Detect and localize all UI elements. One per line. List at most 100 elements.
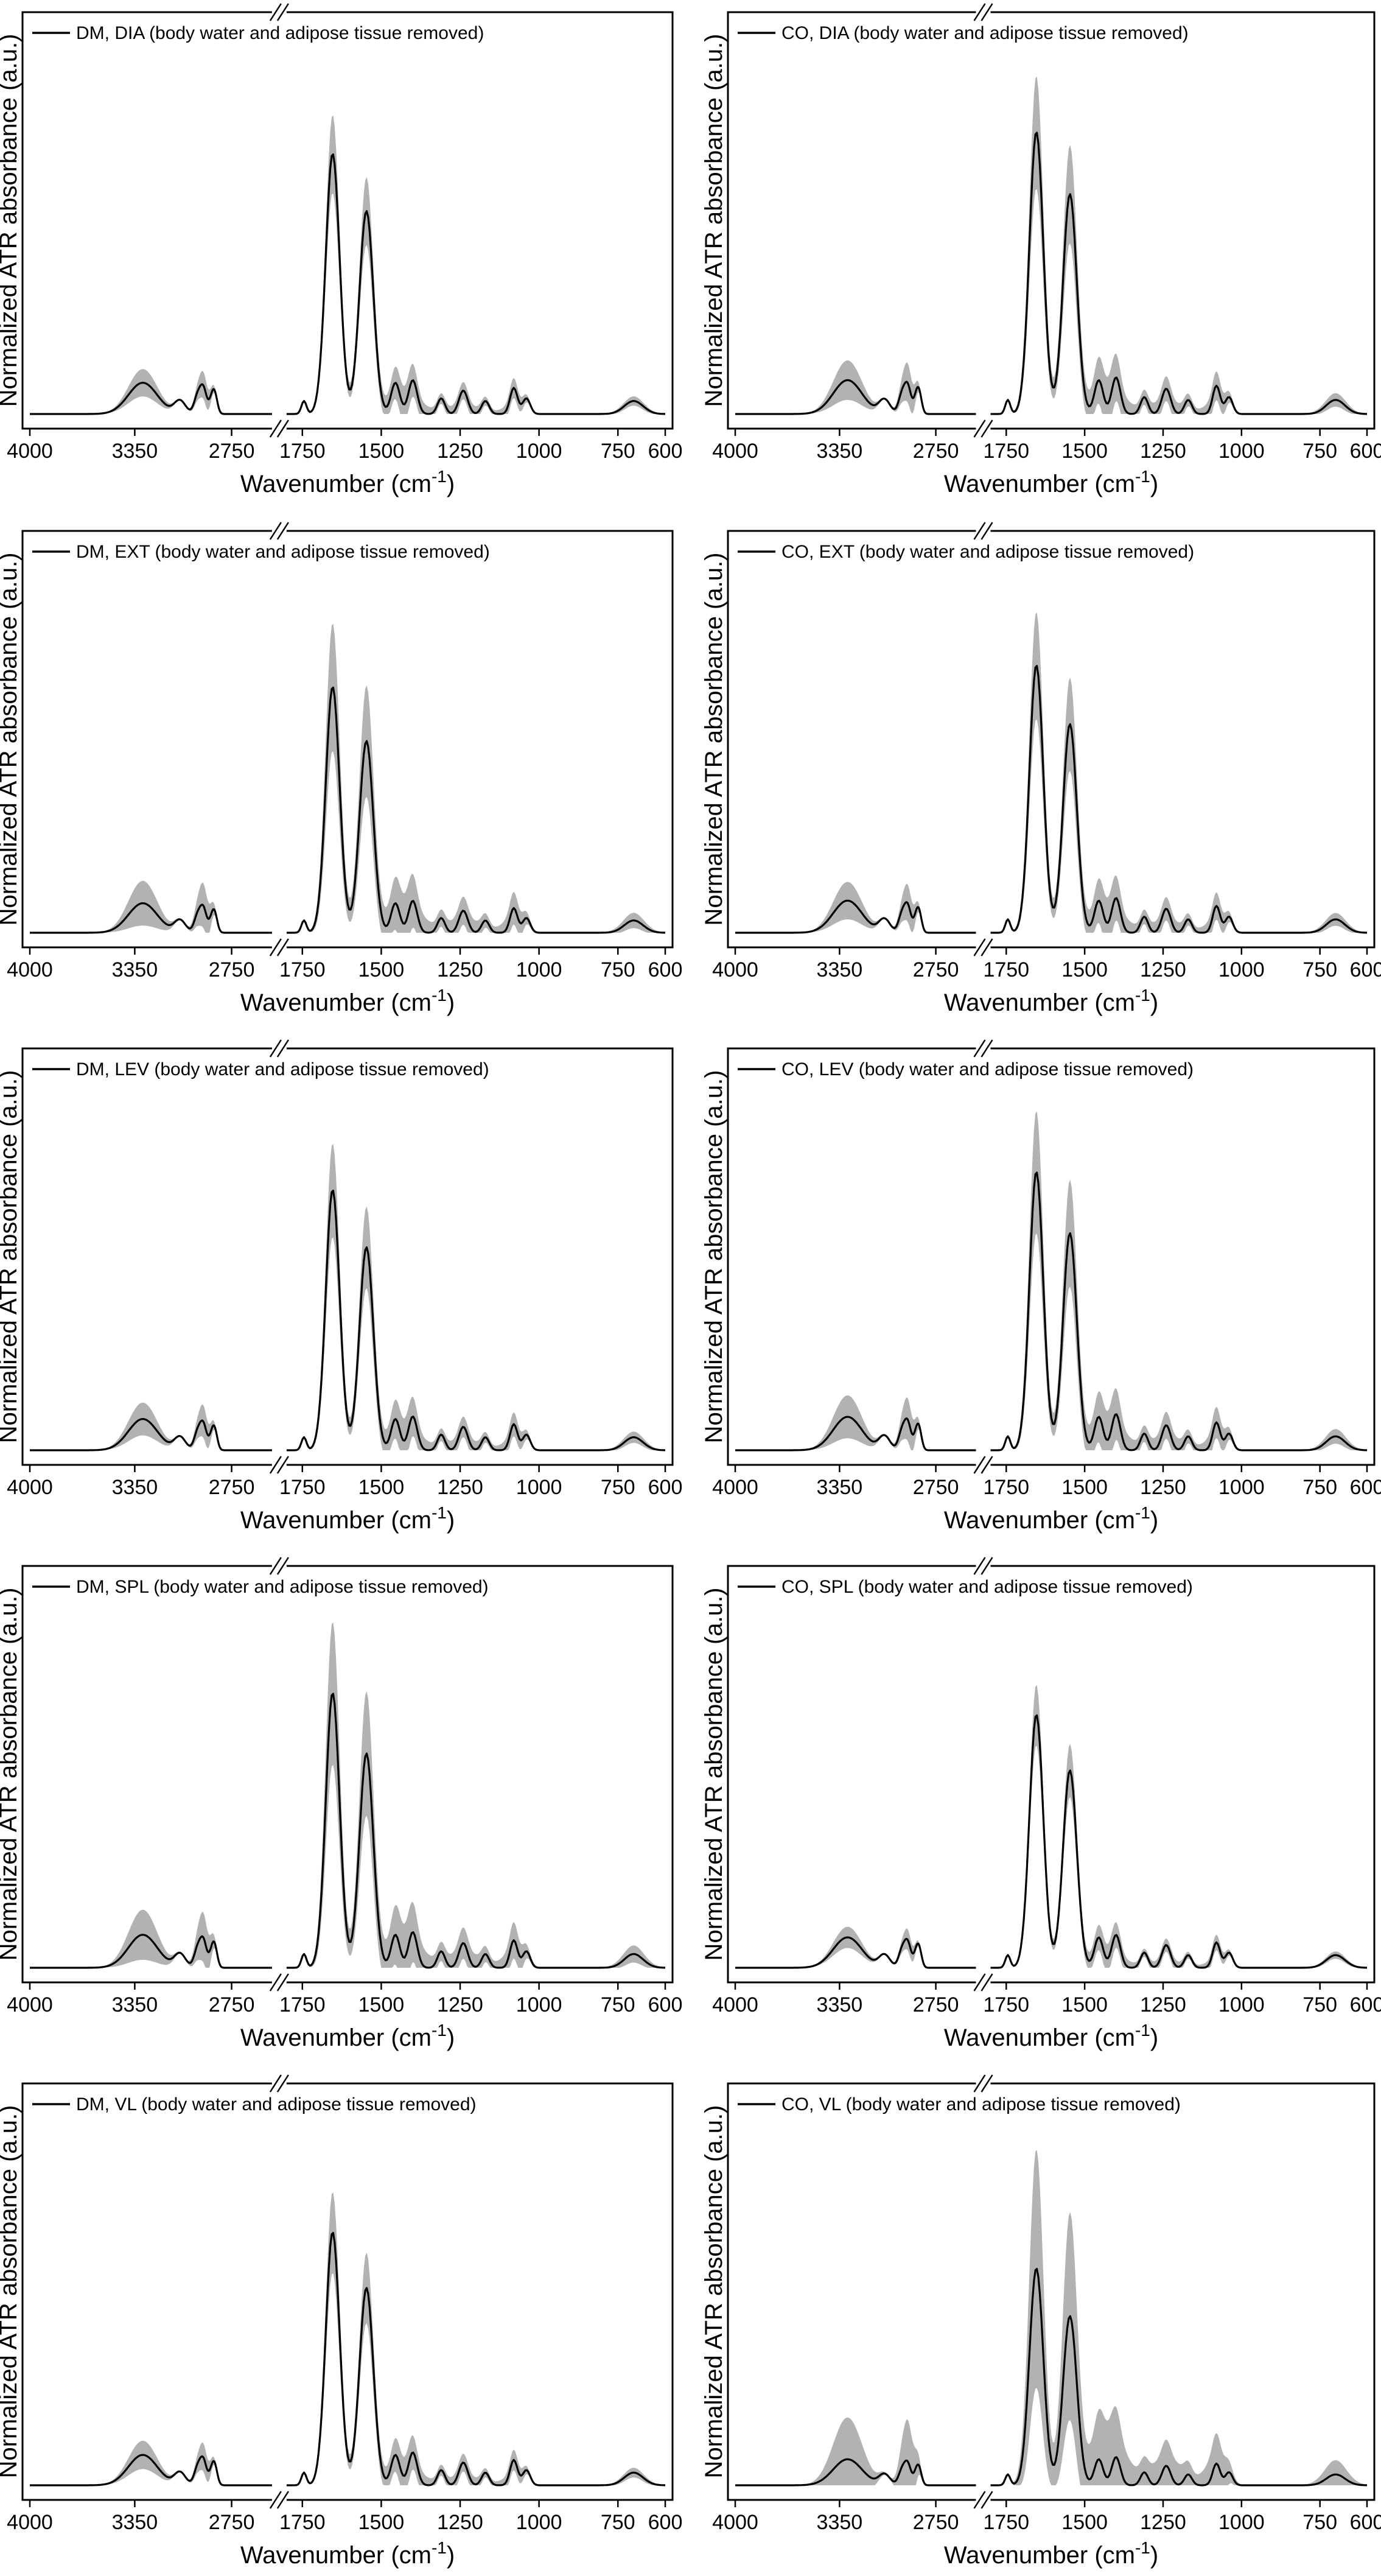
x-tick-label: 2750 bbox=[209, 1993, 255, 2016]
axis-break-gap bbox=[976, 941, 991, 953]
spectrum-panel-dm-spl: 4000 3350 2750 1750 1500 1250 1000 750 600 Wavenu… bbox=[0, 1557, 682, 2051]
x-tick-label: 3350 bbox=[817, 1476, 863, 1499]
mean-spectrum-segment-1 bbox=[735, 1416, 976, 1451]
axis-break-mark-top bbox=[269, 3, 282, 21]
mean-spectrum-segment-1 bbox=[29, 1418, 272, 1451]
x-tick-label: 1500 bbox=[358, 2511, 405, 2534]
x-tick-label: 4000 bbox=[712, 440, 758, 463]
sd-band-segment-2 bbox=[286, 1622, 665, 1968]
axis-break-mark-bottom bbox=[973, 2491, 986, 2509]
mean-spectrum-segment-1 bbox=[735, 2458, 976, 2487]
axis-break-mark-bottom bbox=[276, 1456, 289, 1474]
legend-label: DM, SPL (body water and adipose tissue r… bbox=[76, 1577, 489, 1597]
sd-band-segment-1 bbox=[735, 1926, 976, 1968]
y-axis-title: Normalized ATR absorbance (a.u.) bbox=[0, 34, 22, 407]
x-tick-label: 1000 bbox=[516, 1993, 562, 2016]
mean-spectrum-segment-1 bbox=[735, 899, 976, 934]
x-tick-label: 1000 bbox=[516, 1476, 562, 1499]
x-tick-label: 4000 bbox=[712, 1476, 758, 1499]
axis-break-gap bbox=[271, 2077, 287, 2090]
x-tick-label: 1500 bbox=[1061, 958, 1108, 981]
x-tick-label: 3350 bbox=[817, 958, 863, 981]
axis-break-mark-bottom bbox=[269, 938, 282, 956]
x-tick-label: 600 bbox=[1350, 958, 1381, 981]
x-tick-label: 1250 bbox=[437, 440, 483, 463]
x-tick-label: 750 bbox=[1302, 1476, 1337, 1499]
x-tick-label: 600 bbox=[648, 1476, 683, 1499]
legend-label: CO, EXT (body water and adipose tissue r… bbox=[781, 542, 1194, 562]
axis-break-mark-top bbox=[981, 522, 993, 540]
axis-break-mark-top bbox=[269, 2074, 282, 2093]
sd-band-segment-1 bbox=[30, 2440, 272, 2485]
y-axis-title: Normalized ATR absorbance (a.u.) bbox=[701, 553, 727, 926]
x-tick-label: 2750 bbox=[913, 958, 959, 981]
x-tick-label: 2750 bbox=[209, 958, 255, 981]
mean-spectrum-segment-2 bbox=[286, 1693, 665, 1969]
x-tick-label: 1500 bbox=[1061, 440, 1108, 463]
axis-break-mark-top bbox=[269, 1557, 282, 1575]
axis-break-mark-top bbox=[981, 3, 993, 21]
axis-break-mark-top bbox=[269, 1039, 282, 1058]
x-tick-label: 3350 bbox=[817, 440, 863, 463]
x-tick-label: 2750 bbox=[913, 440, 959, 463]
legend-label: CO, VL (body water and adipose tissue re… bbox=[781, 2094, 1181, 2114]
y-axis-title: Normalized ATR absorbance (a.u.) bbox=[0, 2105, 22, 2479]
x-tick-label: 1000 bbox=[1218, 1993, 1265, 2016]
legend-label: DM, VL (body water and adipose tissue re… bbox=[76, 2094, 477, 2114]
axis-break-mark-bottom bbox=[269, 419, 282, 438]
x-tick-label: 4000 bbox=[712, 958, 758, 981]
axis-break-mark-bottom bbox=[269, 2491, 282, 2509]
x-tick-label: 1750 bbox=[279, 1476, 326, 1499]
x-axis-title: Wavenumber (cm-1) bbox=[944, 2021, 1158, 2051]
axis-break-mark-top bbox=[276, 3, 289, 21]
x-tick-label: 1250 bbox=[1140, 2511, 1186, 2534]
x-axis-title: Wavenumber (cm-1) bbox=[944, 986, 1158, 1016]
axis-break-mark-bottom bbox=[276, 419, 289, 438]
sd-band-segment-1 bbox=[735, 360, 976, 414]
axis-break-gap bbox=[976, 1976, 991, 1988]
plot-frame bbox=[21, 1047, 674, 1466]
axis-break-mark-bottom bbox=[973, 938, 986, 956]
x-tick-label: 1750 bbox=[279, 1993, 326, 2016]
x-axis-title: Wavenumber (cm-1) bbox=[240, 1503, 455, 1534]
mean-spectrum-segment-1 bbox=[29, 382, 272, 415]
axis-break-mark-bottom bbox=[981, 1456, 993, 1474]
mean-spectrum-segment-2 bbox=[990, 132, 1367, 415]
y-axis-title: Normalized ATR absorbance (a.u.) bbox=[701, 34, 727, 407]
axis-break-mark-bottom bbox=[981, 419, 993, 438]
legend-label: DM, EXT (body water and adipose tissue r… bbox=[76, 542, 490, 562]
axis-break-mark-bottom bbox=[269, 1456, 282, 1474]
x-tick-label: 3350 bbox=[817, 2511, 863, 2534]
x-axis-title: Wavenumber (cm-1) bbox=[240, 986, 455, 1016]
x-tick-label: 1750 bbox=[279, 2511, 326, 2534]
legend-label: DM, DIA (body water and adipose tissue r… bbox=[76, 23, 484, 43]
x-tick-label: 1750 bbox=[279, 440, 326, 463]
axis-break-gap bbox=[976, 423, 991, 435]
x-axis-title: Wavenumber (cm-1) bbox=[944, 2538, 1158, 2569]
x-tick-label: 750 bbox=[601, 1476, 635, 1499]
plot-frame bbox=[727, 1565, 1376, 1984]
sd-band-segment-1 bbox=[735, 2417, 976, 2485]
x-axis-title: Wavenumber (cm-1) bbox=[240, 467, 455, 497]
mean-spectrum-segment-2 bbox=[286, 2231, 665, 2487]
spectrum-panel-dm-vl: 4000 3350 2750 1750 1500 1250 1000 750 600 Wavenu… bbox=[0, 2074, 682, 2569]
x-tick-label: 4000 bbox=[7, 2511, 53, 2534]
axis-break-mark-top bbox=[276, 2074, 289, 2093]
axis-break-mark-bottom bbox=[981, 938, 993, 956]
mean-spectrum-segment-1 bbox=[29, 2454, 272, 2487]
y-axis-title: Normalized ATR absorbance (a.u.) bbox=[0, 1588, 22, 1961]
x-tick-label: 1000 bbox=[516, 958, 562, 981]
x-tick-label: 750 bbox=[1302, 1993, 1337, 2016]
sd-band-segment-2 bbox=[286, 623, 665, 933]
axis-break-mark-bottom bbox=[276, 2491, 289, 2509]
axis-break-mark-bottom bbox=[276, 938, 289, 956]
sd-band-segment-1 bbox=[735, 882, 976, 933]
axis-break-mark-top bbox=[981, 2074, 993, 2093]
axis-break-mark-top bbox=[973, 1557, 986, 1575]
spectrum-panel-co-ext: 4000 3350 2750 1750 1500 1250 1000 750 600 Wavenu… bbox=[701, 522, 1381, 1016]
x-tick-label: 3350 bbox=[112, 2511, 158, 2534]
x-tick-label: 2750 bbox=[913, 1476, 959, 1499]
plot-frame bbox=[21, 530, 674, 949]
x-tick-label: 3350 bbox=[112, 958, 158, 981]
x-tick-label: 1500 bbox=[358, 1993, 405, 2016]
